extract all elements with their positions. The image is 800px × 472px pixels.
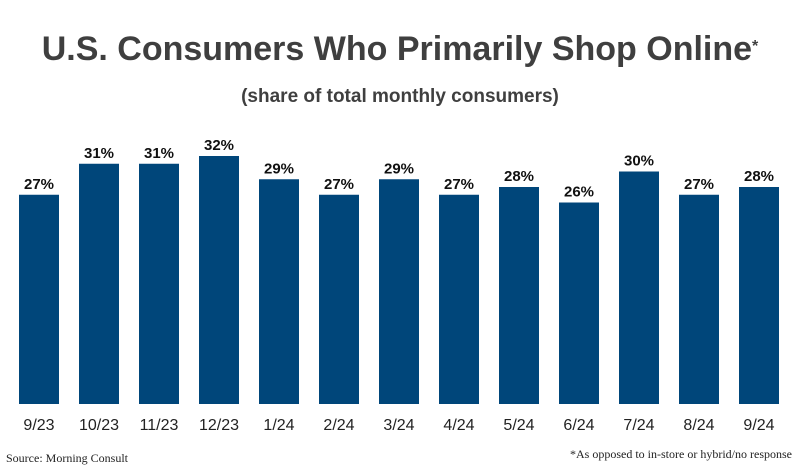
data-label-10/23: 31% xyxy=(84,145,114,162)
data-label-8/24: 27% xyxy=(684,176,714,193)
x-tick-label-4/24: 4/24 xyxy=(443,417,474,434)
bar-4/24 xyxy=(439,194,479,404)
bar-1/24 xyxy=(259,179,299,404)
bar-10/23 xyxy=(79,163,119,404)
data-label-9/23: 27% xyxy=(24,176,54,193)
data-label-9/24: 28% xyxy=(744,168,774,185)
x-tick-label-6/24: 6/24 xyxy=(563,417,594,434)
x-tick-label-7/24: 7/24 xyxy=(623,417,654,434)
bar-11/23 xyxy=(139,163,179,404)
bar-3/24 xyxy=(379,179,419,404)
data-label-1/24: 29% xyxy=(264,160,294,177)
x-tick-label-9/23: 9/23 xyxy=(23,417,54,434)
data-label-12/23: 32% xyxy=(204,137,234,154)
bar-2/24 xyxy=(319,194,359,404)
bar-12/23 xyxy=(199,156,239,404)
data-label-5/24: 28% xyxy=(504,168,534,185)
bar-8/24 xyxy=(679,194,719,404)
footnote: *As opposed to in-store or hybrid/no res… xyxy=(570,447,792,461)
x-tick-label-5/24: 5/24 xyxy=(503,417,534,434)
data-label-7/24: 30% xyxy=(624,153,654,170)
x-tick-label-11/23: 11/23 xyxy=(140,417,179,434)
bar-9/23 xyxy=(19,194,59,404)
title-footnote-marker: * xyxy=(752,38,759,55)
x-tick-label-9/24: 9/24 xyxy=(743,417,774,434)
data-label-2/24: 27% xyxy=(324,176,354,193)
bar-9/24 xyxy=(739,187,779,404)
x-tick-label-12/23: 12/23 xyxy=(199,417,239,434)
x-tick-label-8/24: 8/24 xyxy=(683,417,714,434)
chart-subtitle: (share of total monthly consumers) xyxy=(241,86,559,107)
data-label-6/24: 26% xyxy=(564,184,594,201)
x-tick-label-10/23: 10/23 xyxy=(79,417,119,434)
bar-5/24 xyxy=(499,187,539,404)
source-note: Source: Morning Consult xyxy=(6,451,128,465)
bar-7/24 xyxy=(619,171,659,404)
x-tick-label-3/24: 3/24 xyxy=(383,417,414,434)
data-label-3/24: 29% xyxy=(384,160,414,177)
bar-6/24 xyxy=(559,202,599,404)
data-label-11/23: 31% xyxy=(144,145,174,162)
x-tick-label-2/24: 2/24 xyxy=(323,417,354,434)
x-tick-label-1/24: 1/24 xyxy=(263,417,294,434)
chart-title: U.S. Consumers Who Primarily Shop Online… xyxy=(0,30,800,69)
data-label-4/24: 27% xyxy=(444,176,474,193)
chart-title-text: U.S. Consumers Who Primarily Shop Online xyxy=(41,30,753,68)
